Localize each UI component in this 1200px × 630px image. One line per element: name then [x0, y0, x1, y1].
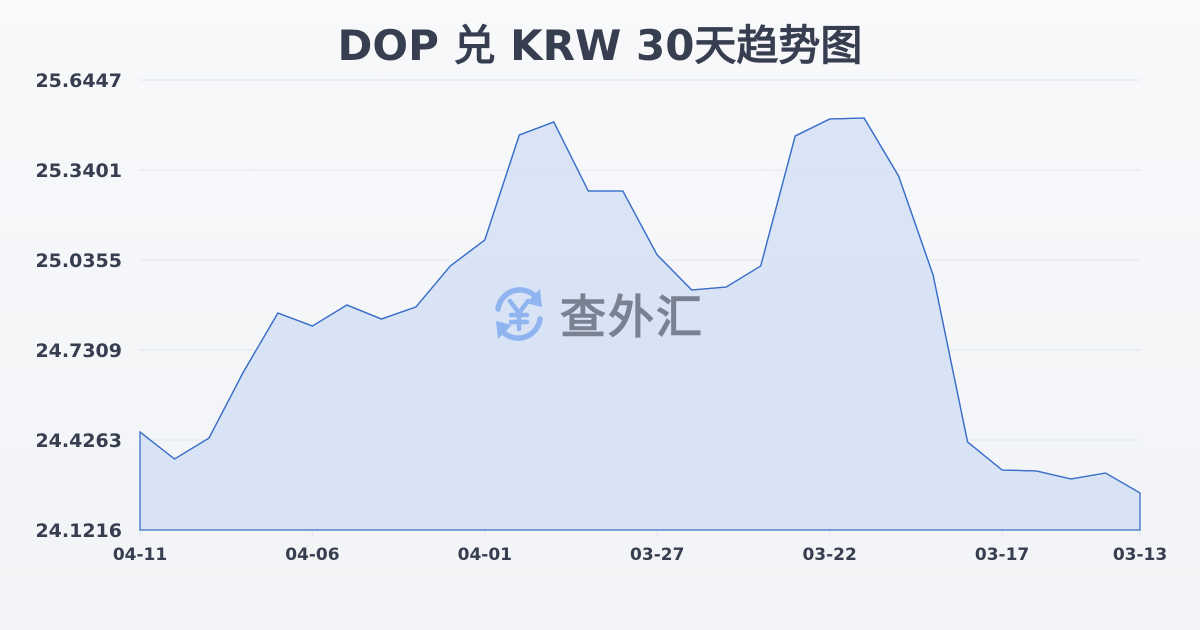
x-tick-label: 04-01	[458, 545, 512, 565]
x-tick-label: 03-27	[630, 545, 684, 565]
watermark-text: 查外汇	[560, 290, 704, 344]
x-tick-label: 04-06	[285, 545, 339, 565]
y-tick-label: 24.7309	[35, 340, 122, 362]
x-tick-label: 03-22	[802, 545, 856, 565]
y-tick-label: 24.4263	[35, 430, 122, 452]
y-tick-label: 24.1216	[35, 520, 122, 542]
yen-exchange-icon	[495, 287, 543, 341]
y-axis: 25.6447 25.3401 25.0355 24.7309 24.4263 24.12…	[35, 70, 122, 542]
y-tick-label: 25.3401	[35, 160, 122, 182]
x-tick-label: 03-13	[1113, 545, 1167, 565]
x-tick-label: 03-17	[975, 545, 1029, 565]
chart-title: DOP 兑 KRW 30天趋势图	[337, 21, 863, 70]
watermark: 查外汇	[488, 284, 704, 344]
x-axis: 04-11 04-06 04-01 03-27 03-22 03-17 03-13	[113, 530, 1167, 565]
y-tick-label: 25.0355	[35, 250, 122, 272]
data-line	[139, 117, 1141, 494]
y-tick-label: 25.6447	[35, 70, 122, 92]
x-tick-label: 04-11	[113, 545, 167, 565]
